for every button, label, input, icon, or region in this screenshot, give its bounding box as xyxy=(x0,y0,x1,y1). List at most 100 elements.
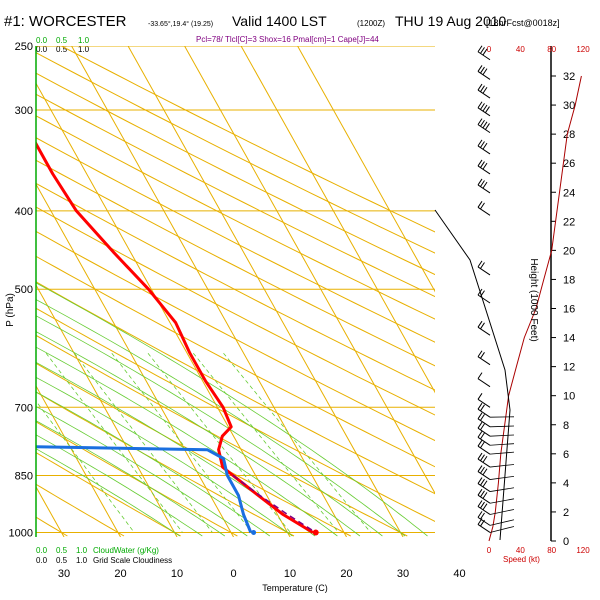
temperature-tick-4: 10 xyxy=(284,568,296,580)
speed-tick-bottom-40: 40 xyxy=(516,546,525,555)
mixing-ratio-3 xyxy=(74,352,213,533)
cloud-scale-top-0: 0.0 xyxy=(36,36,48,45)
wind-barb-flag xyxy=(482,503,488,510)
wind-barb-flag xyxy=(480,441,485,449)
wind-barb-21 xyxy=(477,465,515,480)
height-panel: 0246810121416182022242628303200404080801… xyxy=(434,45,590,555)
wind-barb-staff xyxy=(477,445,491,455)
wind-barb-flag xyxy=(480,466,485,474)
temperature-tick-6: 30 xyxy=(397,568,409,580)
wind-barb-shear xyxy=(489,519,515,526)
wind-barb-flag xyxy=(477,65,483,72)
isotherm--20 xyxy=(36,385,121,537)
panel-connector-line xyxy=(434,209,511,541)
station-title: #1: WORCESTER xyxy=(4,13,127,30)
height-tick-28: 28 xyxy=(563,129,575,141)
wind-barb-flag xyxy=(477,439,483,447)
cloud-water-label: CloudWater (g/Kg) xyxy=(93,546,159,555)
wind-barb-flag xyxy=(477,477,483,484)
series-dewpoint xyxy=(36,445,253,534)
wind-barb-flag xyxy=(480,202,485,210)
grid-lines xyxy=(0,46,435,537)
height-tick-18: 18 xyxy=(563,274,575,286)
height-axis-label: Height (1000 Feet) xyxy=(528,258,539,341)
wind-barb-flag xyxy=(480,322,485,330)
wind-barb-3 xyxy=(477,101,491,117)
utc-time: (1200Z) xyxy=(357,19,385,28)
wind-barb-flag xyxy=(477,139,483,147)
wind-barb-flag xyxy=(482,181,488,189)
dry-adiabat-160 xyxy=(61,46,435,233)
wind-barb-6 xyxy=(477,159,491,175)
wind-barb-flag xyxy=(482,104,488,112)
wind-barb-staff xyxy=(477,471,491,480)
dry-adiabat-30 xyxy=(36,334,408,537)
wind-barb-shear xyxy=(489,526,515,533)
wind-barb-flag xyxy=(482,162,488,170)
speed-axis-label: Speed (kt) xyxy=(503,555,540,564)
dry-adiabat--40 xyxy=(0,46,11,536)
height-tick-22: 22 xyxy=(563,216,575,228)
dry-adiabat-50 xyxy=(36,281,435,495)
dry-adiabat-80 xyxy=(36,206,435,416)
wind-barb-flag xyxy=(480,141,485,148)
wind-barb-flag xyxy=(480,512,485,520)
surface-temperature-marker xyxy=(312,529,319,536)
wind-barb-staff xyxy=(477,506,491,515)
speed-tick-top-40: 40 xyxy=(516,45,525,54)
y-axis-label: P (hPa) xyxy=(5,293,16,327)
wind-barb-16 xyxy=(477,412,515,428)
height-tick-8: 8 xyxy=(563,420,569,432)
speed-tick-bottom-120: 120 xyxy=(576,546,590,555)
mixing-ratio-5 xyxy=(111,352,253,533)
dry-adiabat-40 xyxy=(36,307,435,523)
temperature-tick-5: 20 xyxy=(340,568,352,580)
dry-adiabat-130 xyxy=(36,93,435,298)
wind-barb-flag xyxy=(482,121,488,129)
height-tick-30: 30 xyxy=(563,100,575,112)
pressure-tick-400: 400 xyxy=(15,206,33,218)
speed-tick-top-120: 120 xyxy=(576,45,590,54)
wind-barb-shear xyxy=(489,464,515,468)
moist-adiabat--2 xyxy=(36,420,226,537)
wind-barb-flag xyxy=(485,106,490,113)
surface-dewpoint-marker xyxy=(251,529,257,535)
wind-barb-8 xyxy=(477,201,491,216)
wind-barb-staff xyxy=(477,294,491,304)
wind-barb-staff xyxy=(477,398,491,408)
cloud-scale-bottom-0b: 0.0 xyxy=(36,556,48,565)
wind-barb-12 xyxy=(477,350,491,366)
wind-barb-14 xyxy=(477,393,491,408)
wind-barb-flag xyxy=(477,393,483,400)
wind-barb-10 xyxy=(477,288,491,304)
wind-barb-flag xyxy=(482,48,488,56)
wind-barb-flag xyxy=(480,85,485,92)
wind-barb-18 xyxy=(477,431,515,446)
wind-barb-flag xyxy=(480,501,485,509)
temperature-tick-0: 30 xyxy=(58,568,70,580)
wind-barb-20 xyxy=(477,452,515,468)
dry-adiabat--10 xyxy=(36,451,181,537)
wind-barb-19 xyxy=(477,439,515,455)
wind-barb-staff xyxy=(477,145,491,155)
wind-barb-flag xyxy=(477,402,483,410)
wind-barb-15 xyxy=(477,402,515,418)
wind-barb-0 xyxy=(477,45,491,61)
cloud-scale-top-1: 1.0 xyxy=(78,36,90,45)
wind-barb-flag xyxy=(480,432,485,440)
wind-barb-staff xyxy=(477,483,491,492)
wind-barb-staff xyxy=(477,418,491,428)
wind-barb-staff xyxy=(477,71,491,80)
moist-adiabat-26 xyxy=(36,315,383,537)
wind-barb-flag xyxy=(482,142,488,150)
speed-tick-top-80: 80 xyxy=(547,45,556,54)
isotherm-0 xyxy=(36,183,234,537)
dry-adiabat-140 xyxy=(36,72,435,276)
speed-tick-bottom-80: 80 xyxy=(547,546,556,555)
cloud-scale-top-05b: 0.5 xyxy=(56,45,68,54)
plot-area xyxy=(0,46,435,537)
pressure-tick-250: 250 xyxy=(15,41,33,53)
wind-barb-shear xyxy=(489,425,515,428)
pressure-tick-700: 700 xyxy=(15,402,33,414)
wind-barb-flag xyxy=(482,480,488,488)
